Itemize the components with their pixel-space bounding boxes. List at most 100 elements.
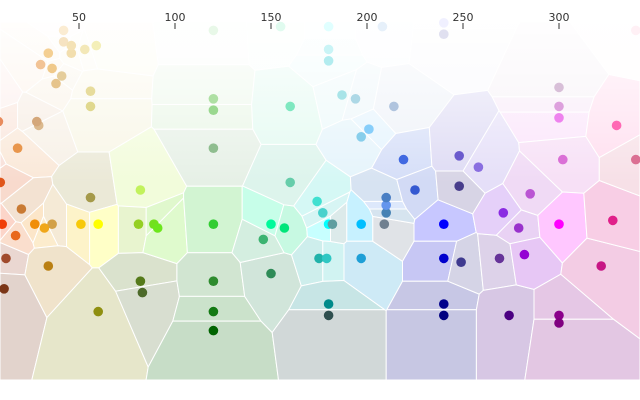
color-point xyxy=(323,21,334,32)
color-point xyxy=(152,223,163,233)
color-point xyxy=(558,154,568,165)
color-point xyxy=(208,325,219,336)
color-point xyxy=(356,219,367,229)
color-point xyxy=(137,287,148,298)
color-point xyxy=(66,40,77,51)
color-point xyxy=(596,261,606,271)
color-point xyxy=(554,310,564,321)
color-point xyxy=(39,223,50,233)
color-point xyxy=(327,219,338,229)
color-point xyxy=(208,25,219,36)
color-point xyxy=(80,44,90,55)
color-point xyxy=(364,124,374,134)
x-tick-label: 200 xyxy=(357,11,378,24)
color-point xyxy=(554,219,564,229)
x-tick-label: 250 xyxy=(453,11,474,24)
color-point xyxy=(454,181,465,191)
color-point xyxy=(85,192,96,203)
color-point xyxy=(608,215,618,226)
color-point xyxy=(350,94,361,104)
color-point xyxy=(377,21,388,32)
color-point xyxy=(398,154,409,165)
color-point xyxy=(0,284,9,294)
color-point xyxy=(554,318,564,328)
color-point xyxy=(16,204,27,214)
color-point xyxy=(337,90,347,100)
color-point xyxy=(504,310,514,321)
color-point xyxy=(258,234,269,245)
color-point xyxy=(208,143,219,153)
color-point xyxy=(93,219,103,229)
color-point xyxy=(631,25,640,36)
color-point xyxy=(356,132,367,142)
color-point xyxy=(631,154,640,165)
color-point xyxy=(611,120,622,131)
color-point xyxy=(494,253,505,264)
color-point xyxy=(135,185,146,195)
color-point xyxy=(285,177,296,188)
color-point xyxy=(323,56,334,66)
x-tick-label: 50 xyxy=(72,11,86,24)
color-point xyxy=(314,253,324,264)
color-point xyxy=(439,18,449,28)
color-point xyxy=(10,230,21,241)
color-point xyxy=(0,117,4,127)
color-point xyxy=(285,101,296,112)
color-point xyxy=(439,299,449,309)
color-point xyxy=(318,208,328,218)
color-point xyxy=(513,223,524,233)
color-point xyxy=(525,189,535,199)
color-point xyxy=(323,310,334,321)
color-point xyxy=(439,219,449,229)
color-point xyxy=(0,219,7,229)
color-point xyxy=(275,21,286,32)
color-point xyxy=(266,268,276,279)
color-point xyxy=(208,306,219,317)
color-point xyxy=(312,196,322,207)
color-point xyxy=(498,208,509,218)
x-axis-top: 50 100 150 200 250 300 xyxy=(72,11,570,29)
x-tick-label: 150 xyxy=(261,11,282,24)
color-point xyxy=(1,253,11,264)
color-point xyxy=(0,177,6,188)
color-point xyxy=(554,82,564,93)
color-point xyxy=(519,249,530,260)
color-point xyxy=(35,59,46,70)
color-point xyxy=(85,101,96,112)
color-point xyxy=(439,310,449,321)
color-point xyxy=(554,113,564,123)
color-point xyxy=(43,48,54,58)
color-point xyxy=(321,253,332,264)
color-point xyxy=(410,185,420,195)
color-point xyxy=(554,101,564,112)
color-point xyxy=(279,223,290,233)
color-point xyxy=(58,25,69,36)
color-point xyxy=(56,71,67,81)
color-point xyxy=(381,192,392,203)
color-point xyxy=(47,63,57,74)
color-point xyxy=(91,40,102,51)
color-point xyxy=(379,219,390,229)
color-point xyxy=(76,219,86,229)
color-point xyxy=(93,306,103,317)
color-point xyxy=(12,143,23,153)
color-point xyxy=(323,44,334,55)
color-point xyxy=(208,276,219,287)
color-point xyxy=(208,105,219,115)
color-point xyxy=(58,37,69,47)
color-point xyxy=(51,78,61,89)
color-point xyxy=(439,29,449,39)
color-point xyxy=(456,257,466,268)
color-point xyxy=(85,86,96,96)
color-point xyxy=(208,219,219,229)
color-point xyxy=(135,276,146,287)
color-point xyxy=(47,219,57,229)
color-point xyxy=(323,299,334,309)
color-point xyxy=(30,219,40,229)
color-point xyxy=(389,101,399,112)
color-point xyxy=(133,219,144,229)
color-point xyxy=(208,94,219,104)
x-tick-label: 300 xyxy=(549,11,570,24)
color-point xyxy=(32,116,42,127)
color-point xyxy=(381,208,392,218)
